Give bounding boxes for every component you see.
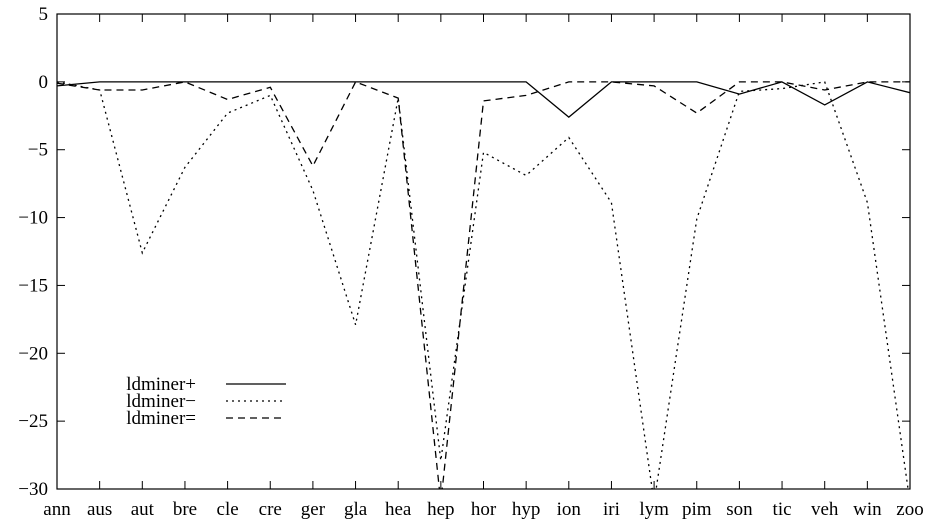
y-tick-label: −10 — [18, 208, 48, 229]
legend-label: ldminer− — [126, 391, 196, 412]
x-tick-label: lym — [639, 499, 669, 520]
series-line-1 — [57, 81, 910, 118]
y-tick-label: 5 — [39, 4, 49, 25]
x-tick-label: gla — [344, 499, 368, 520]
x-tick-label: hep — [427, 499, 454, 520]
x-tick-label: hyp — [512, 499, 541, 520]
x-tick-label: hea — [385, 499, 412, 520]
x-tick-label: bre — [173, 499, 197, 520]
series-line-2 — [57, 81, 909, 489]
x-tick-label: aus — [87, 499, 112, 520]
y-tick-label: 0 — [39, 72, 49, 93]
x-tick-label: veh — [811, 499, 839, 520]
x-tick-label: zoo — [896, 499, 923, 520]
series-line-3 — [57, 81, 910, 489]
x-tick-label: ger — [301, 499, 326, 520]
x-tick-label: tic — [773, 499, 792, 520]
x-tick-label: win — [853, 499, 882, 520]
y-axis: 5 0 −5 −10 −15 −20 −25 −30 — [18, 4, 910, 500]
y-tick-label: −25 — [18, 411, 48, 432]
x-tick-label: cre — [259, 499, 282, 520]
legend: ldminer+ldminer−ldminer= — [126, 374, 286, 429]
series-group — [57, 81, 910, 489]
x-tick-label: ann — [43, 499, 71, 520]
x-tick-label: iri — [603, 499, 620, 520]
x-tick-label: aut — [131, 499, 155, 520]
x-tick-label: cle — [217, 499, 239, 520]
y-tick-label: −15 — [18, 275, 48, 296]
x-tick-label: hor — [471, 499, 497, 520]
y-tick-label: −30 — [18, 479, 48, 500]
legend-label: ldminer+ — [126, 374, 196, 395]
x-tick-label: son — [726, 499, 753, 520]
y-tick-label: −20 — [18, 343, 48, 364]
y-tick-label: −5 — [28, 140, 48, 161]
x-axis: ann aus aut bre cle cre ger gla hea hep hor hyp ion i… — [43, 14, 924, 520]
x-tick-label: ion — [557, 499, 582, 520]
x-tick-label: pim — [682, 499, 712, 520]
legend-label: ldminer= — [126, 408, 196, 429]
